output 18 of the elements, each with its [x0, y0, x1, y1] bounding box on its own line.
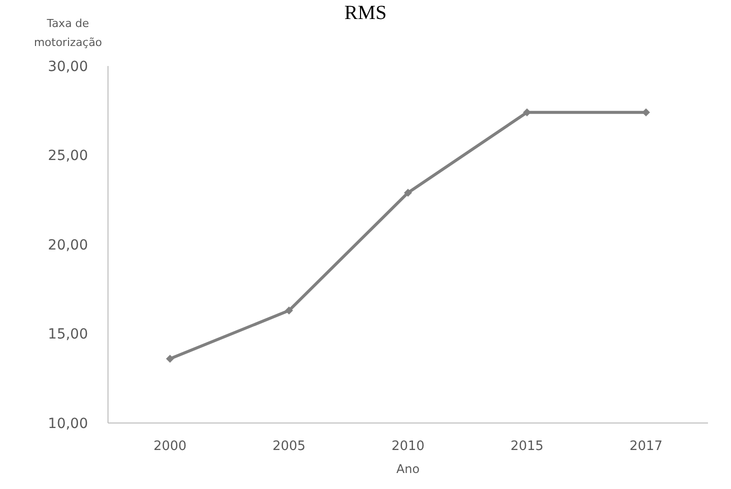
- point: [523, 108, 531, 116]
- y-tick-label: 30,00: [48, 58, 88, 75]
- point: [404, 188, 412, 197]
- point: [642, 108, 650, 116]
- x-tick-label: 2015: [510, 439, 544, 454]
- x-tick-label: 2005: [272, 439, 306, 454]
- x-tick-label: 2000: [153, 439, 187, 454]
- y-tick-label: 10,00: [48, 416, 88, 432]
- y-tick-label: 25,00: [48, 148, 88, 164]
- y-tick-label: 15,00: [48, 326, 88, 343]
- y-tick-label: 20,00: [48, 237, 88, 254]
- y-axis-title: Taxa de motorização: [32, 16, 104, 51]
- x-tick-label: 2017: [629, 439, 663, 454]
- point: [166, 354, 174, 363]
- point: [285, 306, 293, 315]
- x-tick-label: 2010: [391, 439, 425, 454]
- chart-title: RMS: [344, 2, 387, 24]
- x-axis-title: Ano: [396, 462, 420, 476]
